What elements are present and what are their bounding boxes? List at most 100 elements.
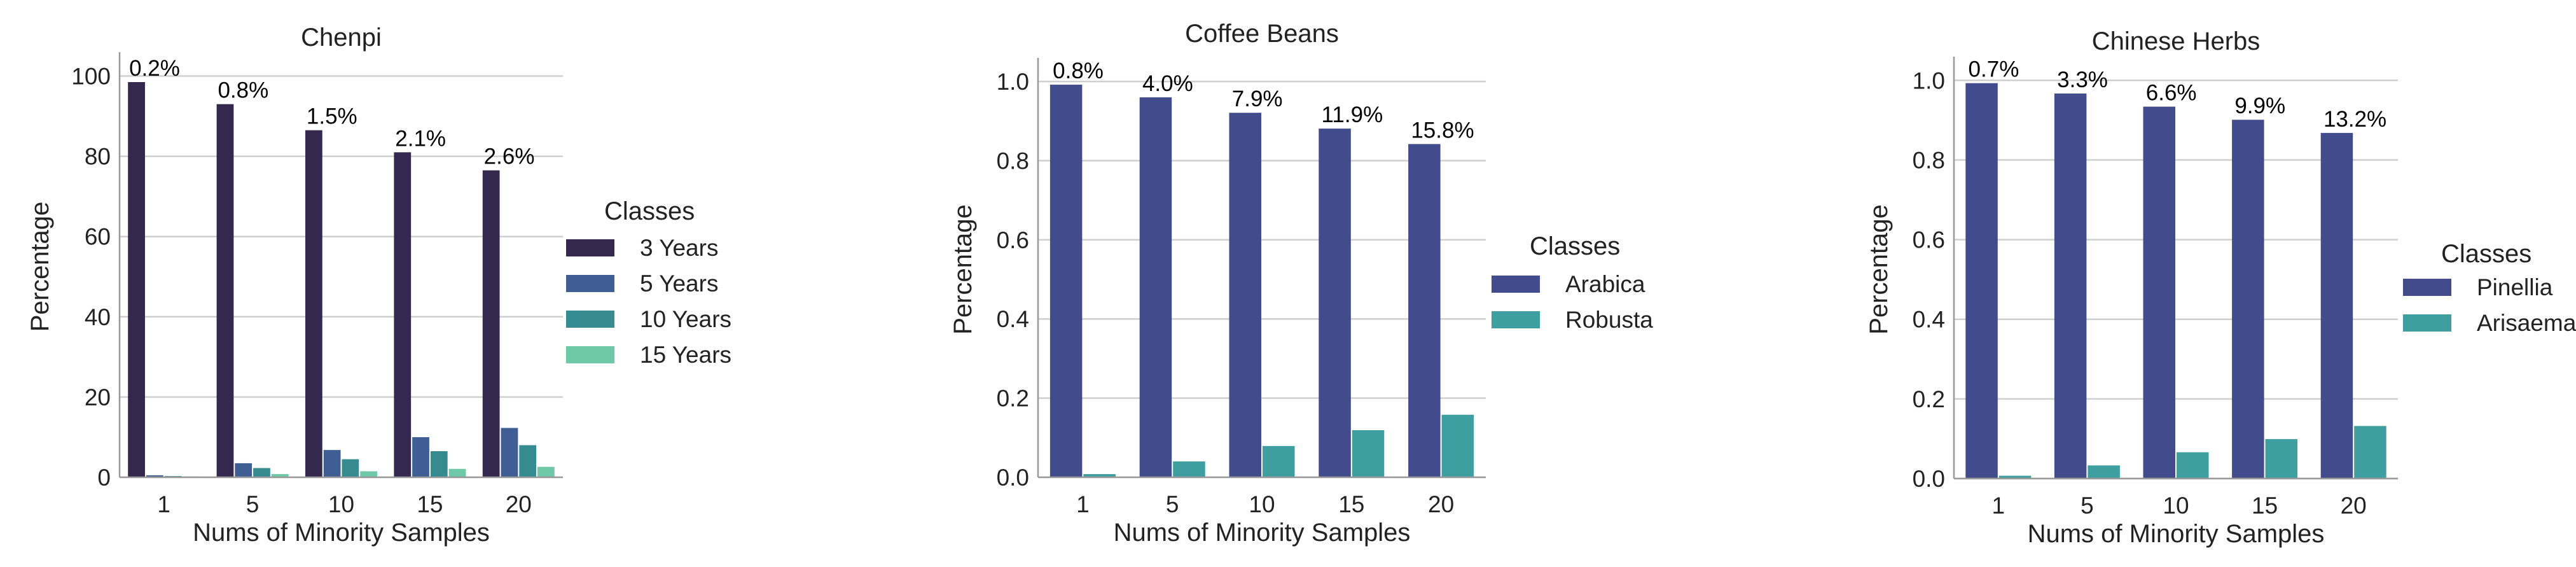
bar-15-years-5 bbox=[271, 473, 289, 477]
bar-5-years-15 bbox=[412, 437, 429, 477]
bar-3-years-10 bbox=[305, 130, 322, 478]
legend-swatch bbox=[2403, 279, 2451, 296]
bar-pinellia-5 bbox=[2054, 93, 2087, 479]
y-tick-label: 0.2 bbox=[1913, 386, 1945, 412]
x-tick-label: 10 bbox=[2163, 493, 2189, 519]
data-label: 13.2% bbox=[2323, 107, 2386, 132]
bar-arisaema-20 bbox=[2354, 426, 2386, 479]
x-tick-label: 5 bbox=[1166, 491, 1179, 517]
x-tick-label: 10 bbox=[328, 491, 354, 517]
data-label: 9.9% bbox=[2234, 94, 2285, 118]
bar-arabica-15 bbox=[1319, 129, 1351, 477]
legend-entry-label: 5 Years bbox=[640, 270, 718, 297]
x-tick-label: 15 bbox=[417, 491, 443, 517]
x-tick-label: 15 bbox=[1338, 491, 1364, 517]
legend-entry-label: Arabica bbox=[1565, 271, 1645, 297]
y-tick-label: 20 bbox=[85, 384, 111, 410]
bar-5-years-20 bbox=[501, 428, 518, 477]
y-tick-label: 0.4 bbox=[997, 306, 1029, 332]
data-label: 11.9% bbox=[1322, 102, 1383, 127]
y-tick-label: 0.2 bbox=[997, 386, 1029, 412]
data-label: 15.8% bbox=[1411, 118, 1474, 143]
y-tick-label: 0 bbox=[97, 465, 111, 491]
y-tick-label: 0.0 bbox=[997, 465, 1029, 491]
y-tick-label: 0.6 bbox=[997, 227, 1029, 253]
bar-10-years-15 bbox=[430, 451, 448, 477]
bar-robusta-15 bbox=[1352, 430, 1385, 477]
bar-5-years-1 bbox=[146, 475, 163, 477]
data-label: 3.3% bbox=[2057, 67, 2108, 92]
x-tick-label: 5 bbox=[2081, 493, 2094, 519]
y-axis-label: Percentage bbox=[1865, 204, 1893, 335]
data-label: 2.1% bbox=[395, 126, 446, 151]
legend-swatch bbox=[566, 275, 614, 292]
chart-title: Chenpi bbox=[301, 24, 382, 52]
data-label: 0.8% bbox=[218, 78, 268, 103]
legend-entry-label: 10 Years bbox=[640, 306, 731, 332]
legend-swatch bbox=[1492, 311, 1540, 328]
data-label: 0.2% bbox=[129, 56, 180, 81]
bar-10-years-5 bbox=[253, 468, 270, 477]
bar-arisaema-15 bbox=[2265, 439, 2298, 479]
legend: Classes 3 Years 5 Years 10 Years 15 Years bbox=[566, 197, 731, 368]
legend-swatch bbox=[2403, 314, 2451, 332]
legend-entry-label: 15 Years bbox=[640, 342, 731, 368]
x-tick-label: 20 bbox=[1428, 491, 1454, 517]
y-tick-label: 0.8 bbox=[997, 148, 1029, 174]
bar-pinellia-10 bbox=[2143, 106, 2175, 479]
legend-entry-label: Pinellia bbox=[2477, 274, 2553, 300]
y-tick-label: 80 bbox=[85, 144, 111, 170]
y-tick-label: 0.8 bbox=[1913, 147, 1945, 173]
bar-5-years-5 bbox=[235, 463, 253, 477]
y-tick-label: 60 bbox=[85, 224, 111, 250]
chart-title: Coffee Beans bbox=[1185, 20, 1339, 48]
data-label: 0.7% bbox=[1969, 57, 2019, 82]
chart-title: Chinese Herbs bbox=[2092, 27, 2261, 55]
y-tick-label: 0.4 bbox=[1913, 307, 1945, 333]
bar-15-years-20 bbox=[537, 466, 555, 477]
bar-15-years-10 bbox=[360, 471, 377, 477]
bar-3-years-20 bbox=[482, 170, 500, 477]
data-label: 7.9% bbox=[1232, 87, 1283, 111]
x-axis-label: Nums of Minority Samples bbox=[193, 519, 490, 547]
legend: Classes Pinellia Arisaema bbox=[2403, 240, 2576, 336]
chart-panel-3: 0.00.20.40.60.81.01 5 10 15 200.7% 3.3%6.6%9.… bbox=[1865, 27, 2576, 548]
bar-arisaema-5 bbox=[2088, 465, 2120, 479]
bar-pinellia-1 bbox=[1965, 83, 1998, 479]
bar-robusta-5 bbox=[1173, 461, 1205, 477]
legend-entry-label: Robusta bbox=[1565, 307, 1653, 333]
bar-pinellia-15 bbox=[2232, 120, 2264, 479]
x-tick-label: 5 bbox=[246, 491, 260, 517]
legend: Classes Arabica Robusta bbox=[1492, 232, 1653, 333]
y-tick-label: 40 bbox=[85, 304, 111, 330]
bar-robusta-1 bbox=[1083, 474, 1116, 477]
bar-arabica-10 bbox=[1229, 113, 1261, 477]
data-label: 6.6% bbox=[2146, 81, 2197, 106]
bar-arisaema-10 bbox=[2177, 452, 2209, 479]
bar-robusta-20 bbox=[1441, 414, 1474, 477]
data-label: 1.5% bbox=[307, 104, 357, 129]
x-axis-label: Nums of Minority Samples bbox=[1114, 519, 1411, 547]
legend-title: Classes bbox=[1530, 232, 1620, 260]
x-tick-label: 20 bbox=[506, 491, 532, 517]
bar-arisaema-1 bbox=[1998, 475, 2032, 479]
bar-robusta-10 bbox=[1263, 445, 1295, 477]
legend-swatch bbox=[1492, 276, 1540, 293]
legend-swatch bbox=[566, 346, 614, 363]
x-tick-label: 20 bbox=[2341, 493, 2367, 519]
legend-entry-label: 3 Years bbox=[640, 235, 718, 261]
bar-10-years-10 bbox=[342, 459, 359, 477]
legend-swatch bbox=[566, 311, 614, 328]
legend-swatch bbox=[566, 239, 614, 256]
y-axis-label: Percentage bbox=[949, 204, 977, 335]
bar-3-years-1 bbox=[128, 81, 145, 477]
x-tick-label: 10 bbox=[1249, 491, 1275, 517]
x-tick-label: 15 bbox=[2252, 493, 2278, 519]
bar-arabica-5 bbox=[1139, 97, 1172, 477]
bar-3-years-5 bbox=[216, 104, 234, 477]
bar-3-years-15 bbox=[394, 152, 412, 478]
x-tick-label: 1 bbox=[1992, 493, 2005, 519]
